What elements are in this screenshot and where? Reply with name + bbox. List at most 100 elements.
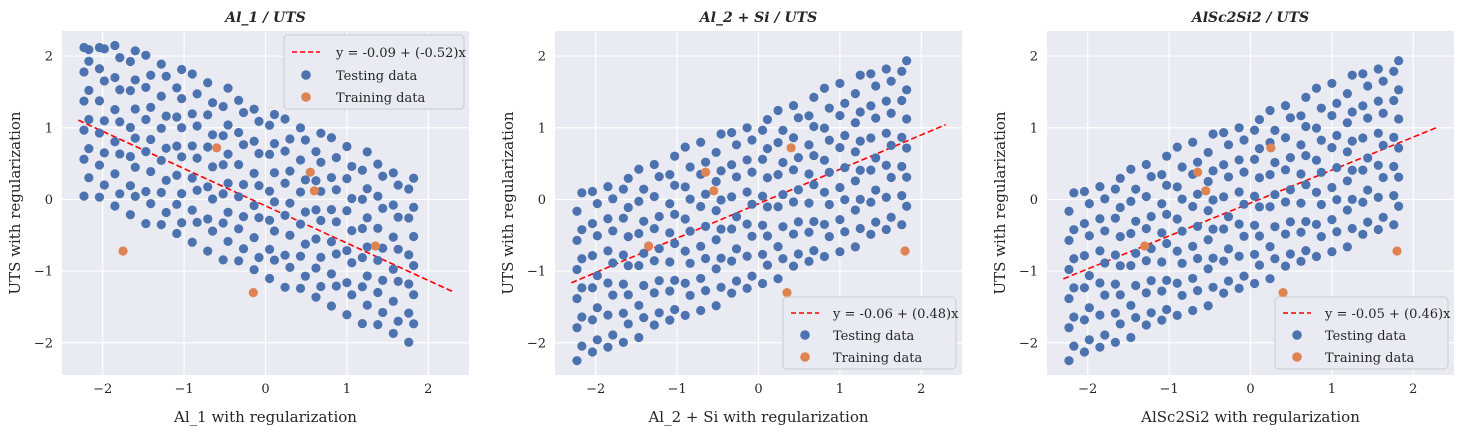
testing-point [1316, 199, 1326, 210]
testing-point [1100, 258, 1110, 268]
testing-point [373, 255, 383, 266]
testing-point [1084, 199, 1094, 209]
legend: y = -0.09 + (-0.52)x Testing data Traini… [283, 34, 466, 110]
testing-point [269, 197, 280, 207]
testing-point [357, 194, 367, 204]
testing-point [1146, 172, 1156, 182]
training-point [370, 241, 380, 251]
testing-point [326, 133, 337, 143]
testing-point [1280, 229, 1291, 239]
testing-point [1146, 276, 1156, 286]
testing-point [1064, 235, 1074, 245]
y-tick-label: 0 [45, 193, 53, 208]
testing-point [835, 214, 845, 225]
testing-point [311, 263, 321, 273]
testing-point [177, 218, 187, 228]
testing-point [264, 149, 275, 159]
testing-point [608, 330, 618, 340]
testing-point [1208, 166, 1218, 176]
testing-point [649, 256, 659, 266]
testing-point [587, 347, 598, 357]
testing-point [409, 173, 419, 183]
testing-point [373, 223, 383, 233]
testing-point [1389, 220, 1399, 230]
testing-point [1172, 142, 1182, 152]
testing-point [1203, 147, 1213, 158]
testing-point [731, 140, 742, 150]
testing-point [747, 135, 757, 145]
testing-point [1285, 185, 1295, 195]
testing-point [1363, 113, 1373, 123]
legend: y = -0.05 + (0.46)x Testing data Trainin… [1274, 296, 1451, 370]
testing-point [572, 264, 582, 275]
x-axis-label: AlSc2Si2 with regularization [1140, 408, 1360, 426]
testing-point [125, 56, 135, 67]
chart-title: AlSc2Si2 / UTS [1190, 10, 1309, 26]
testing-point [316, 281, 326, 292]
testing-point [840, 130, 850, 141]
testing-point [192, 153, 202, 163]
testing-point [141, 82, 151, 93]
x-tick-label: 1 [343, 382, 351, 397]
fit-line [570, 123, 947, 284]
testing-point [696, 273, 706, 284]
testing-point [1394, 143, 1404, 153]
testing-point [280, 210, 290, 220]
fit-line [1062, 126, 1439, 280]
testing-point [393, 316, 403, 326]
testing-point [1311, 155, 1322, 165]
testing-point [1316, 103, 1326, 113]
testing-point [331, 185, 341, 195]
testing-point [680, 246, 690, 256]
testing-point [773, 274, 783, 284]
legend-testing-swatch [1292, 330, 1302, 340]
data-points [572, 56, 912, 366]
x-tick-label: 2 [1409, 382, 1417, 397]
testing-point [881, 128, 891, 138]
testing-point [218, 101, 228, 112]
testing-point [840, 227, 850, 237]
testing-point [685, 194, 695, 204]
testing-point [234, 95, 244, 105]
testing-point [1301, 150, 1311, 161]
testing-point [300, 239, 310, 249]
testing-point [254, 148, 264, 159]
testing-point [757, 220, 768, 230]
testing-point [1265, 242, 1275, 252]
testing-point [362, 300, 372, 310]
testing-point [577, 312, 587, 322]
testing-point [388, 200, 398, 210]
testing-point [1296, 140, 1306, 150]
testing-point [1234, 155, 1244, 165]
testing-point [649, 288, 659, 298]
testing-point [187, 237, 197, 247]
testing-point [99, 180, 109, 190]
legend-testing-swatch [800, 330, 810, 340]
testing-point [592, 303, 602, 313]
testing-point [269, 139, 280, 149]
testing-point [685, 226, 695, 236]
testing-point [1342, 242, 1352, 252]
testing-point [603, 246, 613, 256]
testing-point [1347, 107, 1357, 117]
testing-point [670, 238, 680, 249]
training-point [782, 287, 792, 298]
testing-point [654, 276, 664, 286]
testing-point [311, 205, 321, 215]
testing-point [357, 253, 367, 263]
testing-point [295, 219, 306, 229]
testing-point [1131, 248, 1141, 258]
testing-point [1157, 315, 1167, 325]
testing-point [608, 226, 618, 236]
testing-point [1203, 235, 1213, 245]
testing-point [727, 192, 737, 202]
testing-point [141, 186, 151, 197]
testing-point [835, 143, 845, 153]
testing-point [618, 213, 628, 223]
testing-point [762, 231, 773, 241]
testing-point [897, 95, 907, 106]
x-axis-label: Al_1 with regularization [173, 408, 357, 426]
testing-point [207, 162, 218, 172]
testing-point [716, 253, 726, 263]
testing-point [1177, 226, 1187, 236]
